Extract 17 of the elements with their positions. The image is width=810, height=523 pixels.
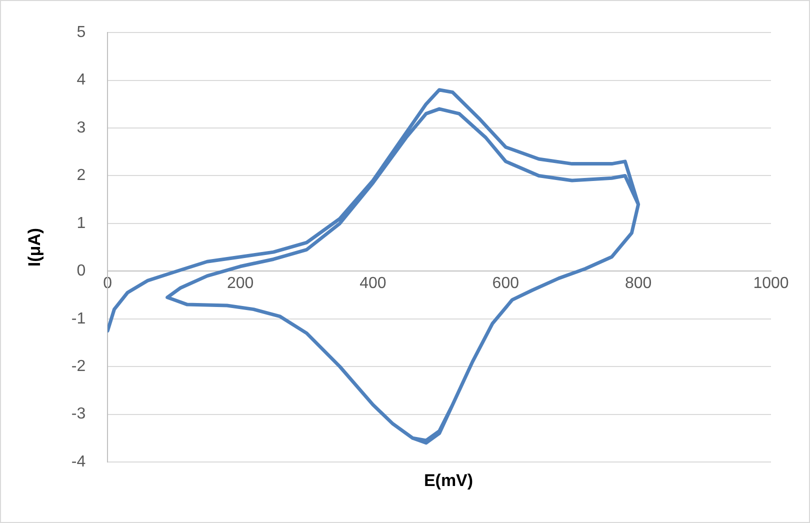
y-tick-label: 4 [76,72,86,89]
y-tick-label: -4 [71,453,86,470]
y-tick-label: 2 [76,167,86,184]
x-tick-label: 1000 [753,275,789,292]
y-tick-label: -2 [71,358,86,375]
x-tick-label: 600 [492,275,520,292]
x-tick-label: 800 [624,275,652,292]
y-tick-label: 1 [76,214,86,232]
y-tick-label: -3 [71,406,86,423]
x-axis-title: E(mV) [422,471,474,491]
y-tick-label: -1 [71,310,86,328]
y-tick-label: 5 [76,24,86,42]
x-tick-label: 400 [360,275,386,292]
x-tick-label: 200 [226,275,254,292]
y-axis-title: I(μA) [24,228,44,267]
y-tick-label: 0 [76,262,86,280]
y-tick-label: 3 [76,119,86,136]
